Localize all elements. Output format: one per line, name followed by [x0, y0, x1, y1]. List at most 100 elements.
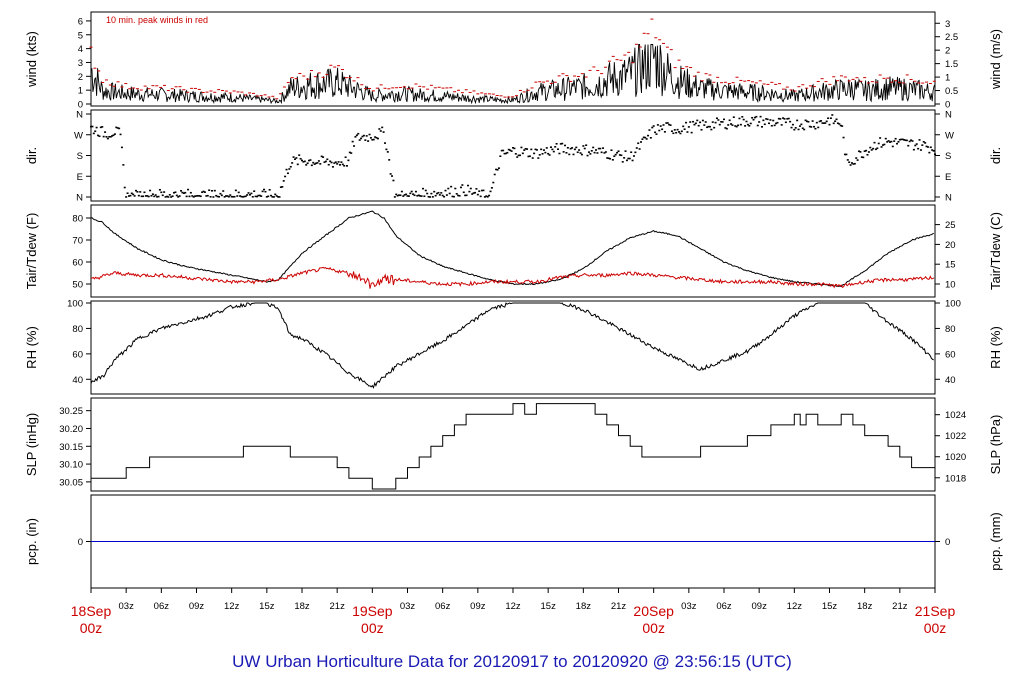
- pcp-ytick-label-right: 0: [945, 537, 950, 548]
- x-tick-label-hour: 00z: [80, 620, 103, 636]
- x-tick-label: 09z: [752, 601, 768, 612]
- temp-ytick-label-right: 10: [945, 280, 956, 291]
- x-tick-label: 15z: [541, 601, 557, 612]
- x-tick-label: 15z: [822, 601, 838, 612]
- dew-point-line: [90, 266, 935, 289]
- rh-ytick-label-right: 80: [945, 324, 956, 335]
- slp-line: [91, 403, 935, 490]
- wind-ytick-label-right: 2.5: [945, 32, 958, 43]
- slp-ytick-label-right: 1018: [945, 473, 966, 484]
- rh-ytick-label-right: 60: [945, 349, 956, 360]
- wind-panel-frame: [90, 11, 936, 107]
- x-tick-label: 18z: [576, 601, 592, 612]
- rh-panel-frame: [90, 300, 936, 395]
- rh-ylabel-right: RH (%): [988, 326, 1003, 369]
- slp-ytick-label-right: 1022: [945, 431, 966, 442]
- x-tick-label: 03z: [400, 601, 416, 612]
- temp-ytick-label-left: 70: [72, 236, 83, 247]
- slp-ytick-label-left: 30.15: [59, 442, 83, 453]
- x-tick-label-date: 21Sep: [915, 603, 956, 619]
- rh-ytick-label-left: 60: [72, 349, 83, 360]
- slp-ytick-label-left: 30.05: [59, 477, 83, 488]
- wind-ytick-label-right: 3: [945, 19, 950, 30]
- wind-ytick-label-left: 5: [78, 30, 83, 41]
- wind-ytick-label-right: 0.5: [945, 86, 958, 97]
- wind-ytick-label-right: 2: [945, 46, 950, 57]
- wind-ytick-label-left: 6: [78, 16, 83, 27]
- pcp-ytick-label-left: 0: [78, 537, 83, 548]
- x-tick-label: 12z: [787, 601, 803, 612]
- rh-ytick-label-right: 100: [945, 299, 961, 310]
- x-tick-label: 03z: [681, 601, 697, 612]
- chart-title: UW Urban Horticulture Data for 20120917 …: [232, 652, 792, 671]
- x-tick-label-hour: 00z: [642, 620, 665, 636]
- rh-line: [90, 302, 935, 389]
- dir-ytick-label-left: N: [76, 193, 83, 204]
- dir-ytick-label-right: E: [945, 172, 951, 183]
- pcp-ylabel-right: pcp. (mm): [988, 512, 1003, 571]
- wind-ytick-label-left: 0: [78, 100, 83, 111]
- x-tick-label-hour: 00z: [361, 620, 384, 636]
- slp-ytick-label-right: 1024: [945, 410, 966, 421]
- x-tick-label: 09z: [470, 601, 486, 612]
- slp-ytick-label-left: 30.20: [59, 424, 83, 435]
- x-tick-label: 21z: [892, 601, 908, 612]
- wind-ytick-label-left: 1: [78, 86, 83, 97]
- rh-ytick-label-left: 40: [72, 375, 83, 386]
- x-tick-label: 09z: [189, 601, 205, 612]
- x-tick-label: 06z: [716, 601, 732, 612]
- dir-ytick-label-left: S: [77, 151, 83, 162]
- temp-ytick-label-right: 15: [945, 260, 956, 271]
- temp-ylabel-right: Tair/Tdew (C): [988, 212, 1003, 290]
- wind-ytick-label-left: 3: [78, 58, 83, 69]
- x-tick-label: 12z: [224, 601, 240, 612]
- air-temp-line: [90, 210, 934, 288]
- wind-ytick-label-left: 2: [78, 72, 83, 83]
- slp-ylabel-left: SLP (inHg): [24, 413, 39, 476]
- dir-ylabel-right: dir.: [988, 147, 1003, 164]
- rh-ytick-label-left: 100: [67, 299, 83, 310]
- dir-ytick-label-right: N: [945, 193, 952, 204]
- x-tick-label: 15z: [259, 601, 275, 612]
- x-tick-label: 12z: [505, 601, 521, 612]
- temp-ytick-label-right: 20: [945, 240, 956, 251]
- dir-ytick-label-right: S: [945, 151, 951, 162]
- x-tick-label: 18z: [294, 601, 310, 612]
- slp-ytick-label-right: 1020: [945, 452, 966, 463]
- wind-ytick-label-right: 1: [945, 73, 950, 84]
- wind-ylabel-right: wind (m/s): [988, 29, 1003, 90]
- x-tick-label-date: 19Sep: [352, 603, 393, 619]
- wind-ytick-label-left: 4: [78, 44, 83, 55]
- x-tick-label: 06z: [154, 601, 170, 612]
- dir-panel-frame: [90, 109, 936, 202]
- wind-ytick-label-right: 0: [945, 100, 950, 111]
- dir-ylabel-left: dir.: [24, 147, 39, 164]
- x-tick-label: 18z: [857, 601, 873, 612]
- temp-ytick-label-left: 50: [72, 280, 83, 291]
- slp-ytick-label-left: 30.10: [59, 460, 83, 471]
- dir-ytick-label-right: N: [945, 110, 952, 121]
- wind-ylabel-left: wind (kts): [24, 31, 39, 88]
- pcp-ylabel-left: pcp. (in): [24, 518, 39, 565]
- x-tick-label-date: 18Sep: [71, 603, 112, 619]
- slp-panel-frame: [90, 397, 936, 492]
- temp-ytick-label-left: 60: [72, 258, 83, 269]
- dir-ytick-label-left: N: [76, 110, 83, 121]
- x-tick-label: 21z: [611, 601, 627, 612]
- temp-ytick-label-left: 80: [72, 214, 83, 225]
- wind-ytick-label-right: 1.5: [945, 59, 958, 70]
- temp-ytick-label-right: 25: [945, 220, 956, 231]
- x-tick-label-date: 20Sep: [633, 603, 674, 619]
- slp-ylabel-right: SLP (hPa): [988, 415, 1003, 475]
- x-tick-label: 21z: [330, 601, 346, 612]
- x-tick-label: 06z: [435, 601, 451, 612]
- dir-ytick-label-left: W: [74, 130, 83, 141]
- rh-ylabel-left: RH (%): [24, 326, 39, 369]
- wind-annotation: 10 min. peak winds in red: [106, 15, 208, 25]
- temp-ylabel-left: Tair/Tdew (F): [24, 213, 39, 290]
- x-tick-label-hour: 00z: [924, 620, 947, 636]
- rh-ytick-label-right: 40: [945, 375, 956, 386]
- temp-panel-frame: [90, 204, 936, 298]
- wind-speed-line: [90, 44, 936, 105]
